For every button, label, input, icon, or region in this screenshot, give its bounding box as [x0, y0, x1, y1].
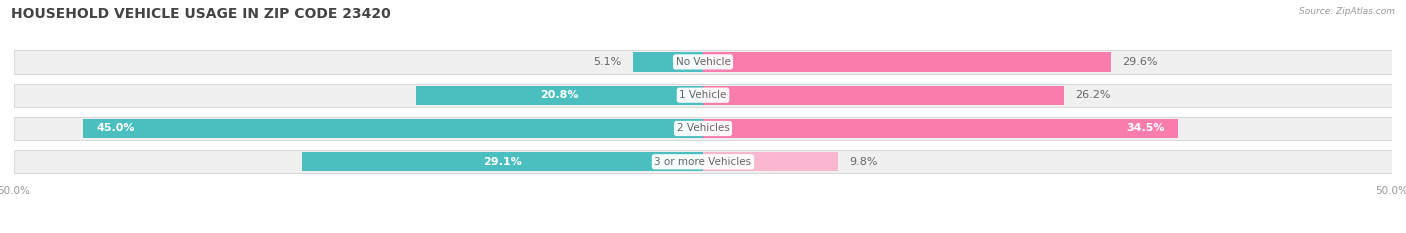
Text: 3 or more Vehicles: 3 or more Vehicles [654, 157, 752, 167]
Bar [703, 52, 1111, 72]
Bar [14, 117, 1392, 140]
Bar [703, 119, 1178, 138]
Bar [14, 50, 1392, 74]
Text: 34.5%: 34.5% [1126, 123, 1164, 134]
Text: 45.0%: 45.0% [97, 123, 135, 134]
Text: 9.8%: 9.8% [849, 157, 877, 167]
Text: 29.1%: 29.1% [484, 157, 522, 167]
Bar [83, 119, 703, 138]
Bar [14, 84, 1392, 107]
Bar [302, 152, 703, 171]
Bar [633, 52, 703, 72]
Text: Source: ZipAtlas.com: Source: ZipAtlas.com [1299, 7, 1395, 16]
Text: 5.1%: 5.1% [593, 57, 621, 67]
Bar [416, 86, 703, 105]
Text: 26.2%: 26.2% [1076, 90, 1111, 100]
Text: 2 Vehicles: 2 Vehicles [676, 123, 730, 134]
Text: No Vehicle: No Vehicle [675, 57, 731, 67]
Text: 29.6%: 29.6% [1122, 57, 1157, 67]
Bar [703, 86, 1064, 105]
Text: 20.8%: 20.8% [540, 90, 579, 100]
Text: 1 Vehicle: 1 Vehicle [679, 90, 727, 100]
Text: HOUSEHOLD VEHICLE USAGE IN ZIP CODE 23420: HOUSEHOLD VEHICLE USAGE IN ZIP CODE 2342… [11, 7, 391, 21]
Bar [703, 152, 838, 171]
Bar [14, 150, 1392, 173]
